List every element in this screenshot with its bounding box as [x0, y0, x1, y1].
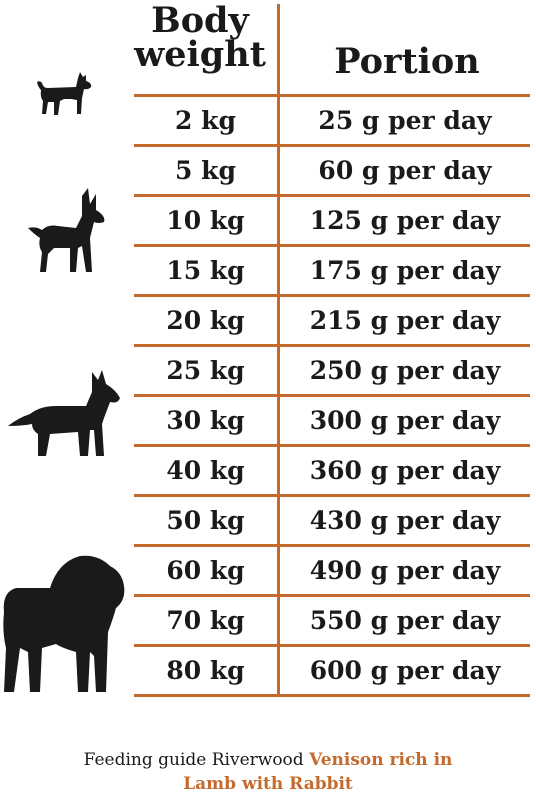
weight-cell: 15 kg — [166, 256, 245, 285]
table-row: 80 kg 600 g per day — [134, 644, 530, 697]
portion-cell: 600 g per day — [309, 656, 501, 685]
table-row: 50 kg 430 g per day — [134, 494, 530, 544]
table-row: 40 kg 360 g per day — [134, 444, 530, 494]
table-row: 5 kg 60 g per day — [134, 144, 530, 194]
header-portion: Portion — [334, 41, 480, 82]
medium-dog-icon — [28, 188, 105, 272]
table-row: 60 kg 490 g per day — [134, 544, 530, 594]
small-dog-icon — [37, 72, 92, 115]
portion-cell: 25 g per day — [318, 106, 492, 135]
footer-line2: Lamb with Rabbit — [0, 772, 536, 796]
weight-cell: 30 kg — [166, 406, 245, 435]
weight-cell: 10 kg — [166, 206, 245, 235]
portion-cell: 175 g per day — [309, 256, 501, 285]
weight-cell: 5 kg — [175, 156, 236, 185]
footer-caption: Feeding guide Riverwood Venison rich in … — [0, 748, 536, 796]
footer-prefix: Feeding guide Riverwood — [83, 750, 310, 770]
weight-cell: 60 kg — [166, 556, 245, 585]
header-body-weight-line2: weight — [134, 34, 266, 75]
portion-cell: 125 g per day — [309, 206, 501, 235]
table-row: 30 kg 300 g per day — [134, 394, 530, 444]
header-body-weight-line1: Body — [151, 0, 249, 41]
header-body-weight: Body weight — [132, 0, 268, 75]
large-dog-icon — [8, 370, 120, 456]
column-divider — [277, 4, 280, 697]
portion-cell: 215 g per day — [309, 306, 501, 335]
portion-cell: 430 g per day — [309, 506, 501, 535]
table-row: 20 kg 215 g per day — [134, 294, 530, 344]
footer-line1: Feeding guide Riverwood Venison rich in — [0, 748, 536, 772]
weight-cell: 20 kg — [166, 306, 245, 335]
table-row: 10 kg 125 g per day — [134, 194, 530, 244]
weight-cell: 2 kg — [175, 106, 236, 135]
portion-cell: 360 g per day — [309, 456, 501, 485]
table-row: 70 kg 550 g per day — [134, 594, 530, 644]
portion-cell: 250 g per day — [309, 356, 501, 385]
footer-product-line2: Lamb with Rabbit — [183, 774, 353, 794]
weight-cell: 70 kg — [166, 606, 245, 635]
footer-product-line1: Venison rich in — [309, 750, 453, 770]
weight-cell: 80 kg — [166, 656, 245, 685]
table-row: 15 kg 175 g per day — [134, 244, 530, 294]
weight-cell: 25 kg — [166, 356, 245, 385]
weight-cell: 50 kg — [166, 506, 245, 535]
table-row: 25 kg 250 g per day — [134, 344, 530, 394]
giant-dog-icon — [3, 555, 125, 692]
portion-cell: 490 g per day — [309, 556, 501, 585]
portion-cell: 550 g per day — [309, 606, 501, 635]
table-row: 2 kg 25 g per day — [134, 94, 530, 144]
weight-cell: 40 kg — [166, 456, 245, 485]
portion-cell: 60 g per day — [318, 156, 492, 185]
portion-cell: 300 g per day — [309, 406, 501, 435]
